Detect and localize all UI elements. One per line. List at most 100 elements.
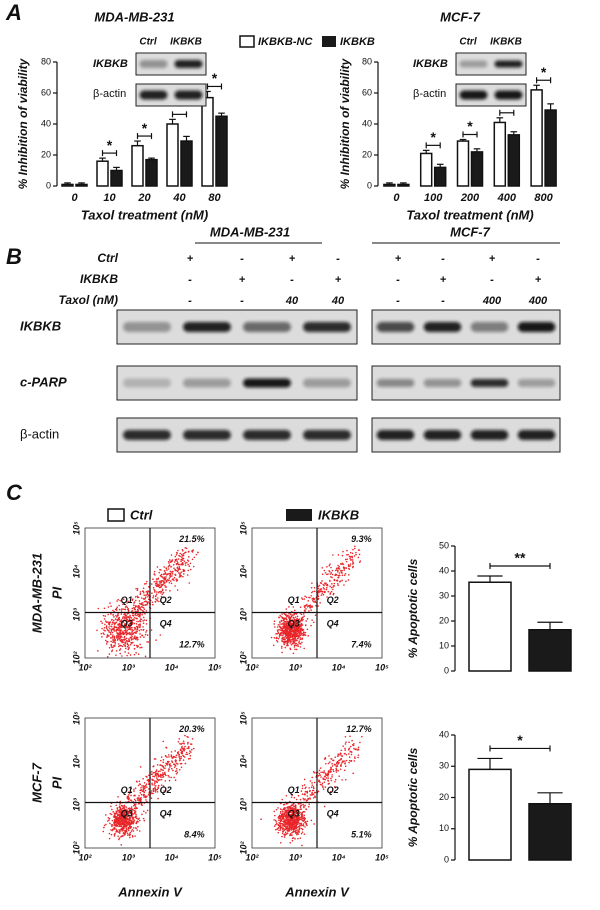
event-dot	[294, 812, 297, 814]
event-dot	[120, 823, 122, 825]
blot-band	[123, 430, 171, 440]
event-dot	[352, 772, 354, 775]
event-dot	[119, 815, 121, 818]
condition-value: -	[240, 295, 244, 307]
event-dot	[104, 623, 106, 626]
event-dot	[303, 819, 306, 822]
event-dot	[114, 832, 116, 835]
event-dot	[110, 829, 112, 831]
blot-band	[243, 322, 291, 332]
event-dot	[167, 560, 170, 563]
event-dot	[303, 647, 305, 650]
event-dot	[180, 762, 183, 765]
event-dot	[168, 581, 171, 584]
y-tick-label: 80	[362, 56, 372, 66]
event-dot	[110, 644, 113, 647]
event-dot	[145, 786, 148, 788]
blot-band	[174, 60, 203, 68]
event-dot	[327, 775, 329, 777]
event-dot	[147, 595, 149, 598]
event-dot	[125, 808, 127, 811]
event-dot	[139, 633, 141, 635]
event-dot	[303, 814, 306, 817]
event-dot	[159, 774, 162, 777]
event-dot	[133, 644, 136, 647]
event-dot	[321, 567, 324, 569]
event-dot	[192, 565, 195, 568]
event-dot	[121, 645, 124, 648]
quadrant-label: Q1	[121, 785, 133, 795]
event-dot	[325, 588, 328, 591]
legend-label: IKBKB	[318, 507, 359, 522]
event-dot	[292, 837, 295, 839]
event-dot	[304, 606, 306, 609]
event-dot	[302, 797, 305, 800]
event-dot	[115, 804, 118, 807]
event-dot	[127, 608, 129, 611]
event-dot	[129, 833, 131, 836]
event-dot	[103, 826, 105, 829]
x-tick-label: 40	[172, 192, 186, 204]
x-tick-label: 200	[460, 192, 480, 204]
event-dot	[109, 602, 111, 604]
y-tick-label: 10	[439, 640, 449, 650]
event-dot	[337, 576, 339, 579]
x-axis-label: Annexin V	[284, 884, 350, 899]
event-dot	[160, 784, 163, 786]
event-dot	[123, 806, 125, 809]
inset-column-label: Ctrl	[139, 37, 156, 48]
event-dot	[117, 627, 120, 629]
event-dot	[305, 822, 307, 824]
blot-band	[470, 322, 509, 332]
event-dot	[192, 747, 195, 750]
y-axis-label: % Inhibition of viability	[338, 57, 352, 189]
event-dot	[182, 575, 184, 578]
event-dot	[135, 644, 138, 647]
event-dot	[292, 616, 295, 619]
event-dot	[143, 810, 145, 813]
event-dot	[282, 828, 284, 831]
event-dot	[311, 582, 313, 584]
event-dot	[170, 751, 173, 753]
event-dot	[143, 796, 145, 798]
event-dot	[279, 623, 281, 625]
event-dot	[313, 621, 315, 624]
x-tick-label: 10⁴	[165, 852, 179, 862]
event-dot	[283, 820, 286, 823]
event-dot	[308, 610, 310, 612]
event-dot	[148, 774, 150, 777]
event-dot	[281, 835, 283, 838]
event-dot	[301, 624, 304, 626]
event-dot	[289, 642, 291, 644]
bar	[528, 803, 572, 861]
event-dot	[285, 618, 288, 621]
event-dot	[293, 639, 296, 642]
event-dot	[286, 809, 288, 811]
event-dot	[107, 613, 109, 616]
condition-value: +	[187, 253, 194, 265]
event-dot	[293, 609, 296, 612]
event-dot	[300, 823, 303, 825]
bar	[383, 183, 396, 187]
event-dot	[155, 639, 157, 641]
condition-value: -	[336, 253, 340, 265]
event-dot	[123, 619, 126, 621]
event-dot	[108, 646, 111, 649]
event-dot	[299, 636, 301, 639]
event-dot	[164, 771, 166, 774]
event-dot	[361, 735, 363, 738]
event-dot	[304, 826, 306, 828]
bar	[145, 158, 158, 187]
event-dot	[182, 554, 185, 557]
event-dot	[152, 771, 155, 774]
event-dot	[313, 590, 316, 593]
event-dot	[349, 555, 352, 558]
event-dot	[306, 603, 308, 606]
event-dot	[118, 604, 120, 607]
event-dot	[287, 807, 289, 809]
event-dot	[115, 637, 118, 639]
event-dot	[339, 754, 341, 756]
event-dot	[302, 631, 305, 634]
event-dot	[128, 816, 131, 819]
event-dot	[152, 792, 154, 795]
